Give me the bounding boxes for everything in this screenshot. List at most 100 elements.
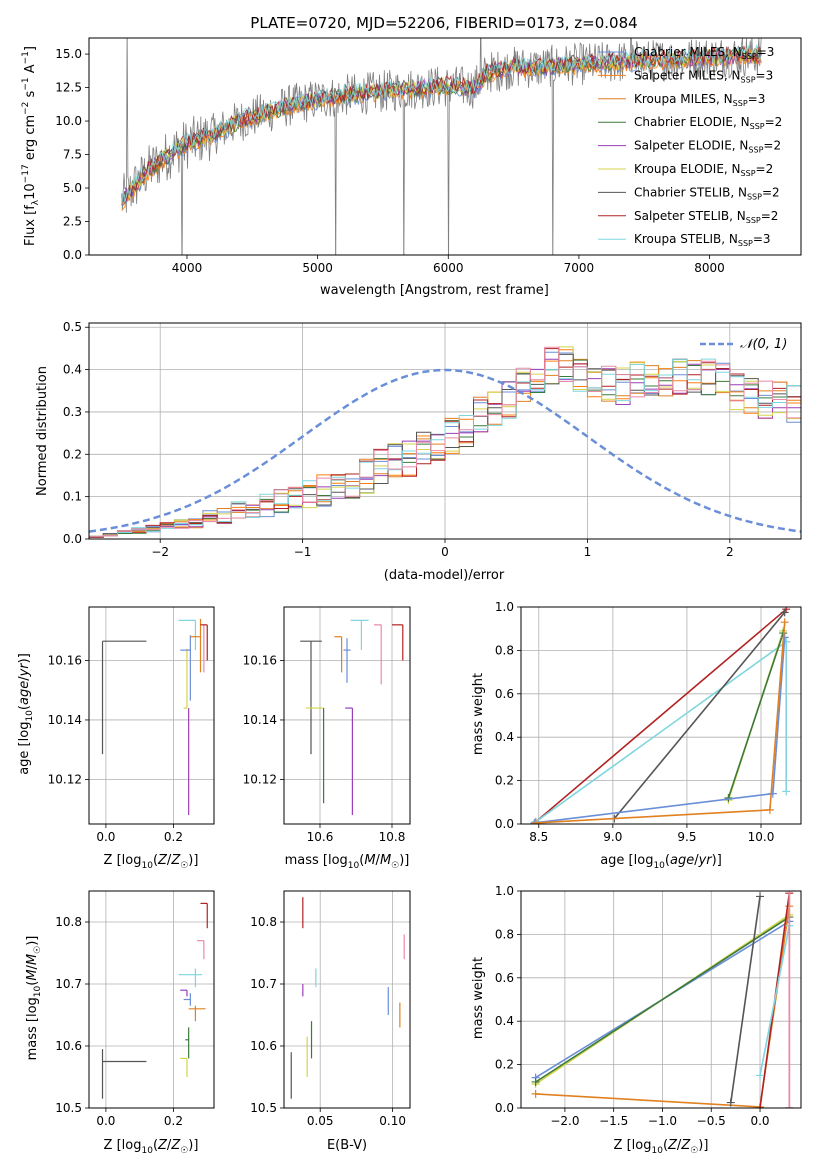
errorbar-point — [343, 638, 351, 683]
mass-weight-line — [535, 640, 788, 823]
mass-weight-line — [730, 896, 761, 1103]
spectrum-ylabel: Flux [fλ10−17 erg cm−2 s−1 A−1] — [21, 46, 41, 246]
x-tick-label: −1.0 — [648, 1114, 677, 1128]
y-tick-label: 7.5 — [63, 148, 82, 162]
plot-content — [284, 891, 410, 1108]
y-tick-label: 0.0 — [495, 817, 514, 831]
errorbar-point — [183, 993, 191, 1006]
y-tick-label: 5.0 — [63, 181, 82, 195]
errorbar-point — [374, 624, 382, 685]
y-tick-label: 10.7 — [55, 977, 82, 991]
model-spectrum-line — [121, 46, 762, 206]
errorbar-point — [392, 624, 404, 661]
errorbar-point — [101, 640, 147, 755]
plot-content — [89, 323, 801, 539]
y-tick-label: 10.5 — [250, 1101, 277, 1115]
mass-weight-marker — [780, 618, 789, 627]
x-tick-label: 6000 — [433, 261, 464, 275]
spectrum-legend: Chabrier MILES, NSSP=3 Salpeter MILES, NS… — [598, 45, 782, 248]
x-tick-label: 5000 — [302, 261, 333, 275]
errorbar-point — [188, 1005, 206, 1022]
spectrum-xlabel: wavelength [Angstrom, rest frame] — [320, 283, 549, 298]
errorbar-point — [185, 1027, 190, 1059]
legend-label: Chabrier MILES, NSSP=3 — [634, 45, 774, 61]
x-tick-label: 10.6 — [307, 830, 334, 844]
x-tick-label: −0.5 — [697, 1114, 726, 1128]
mass-vs-ebv-xlabel: E(B-V) — [327, 1138, 367, 1153]
x-tick-label: 4000 — [172, 261, 203, 275]
legend-label: Kroupa ELODIE, NSSP=2 — [634, 162, 773, 178]
x-tick-label: 0.0 — [750, 1114, 769, 1128]
residual-histogram — [89, 358, 801, 538]
legend-label: Salpeter MILES, NSSP=3 — [634, 68, 773, 84]
errorbar-point — [178, 968, 203, 988]
y-tick-label: 0.6 — [495, 971, 514, 985]
mass-weight-marker — [756, 1104, 765, 1108]
age-vs-mass-xlabel: mass [log10(M/M☉)] — [285, 853, 410, 871]
normal-distribution-curve — [89, 368, 801, 533]
x-tick-label: 0 — [441, 545, 449, 559]
errorbar-point — [334, 636, 343, 673]
y-tick-label: 0.2 — [63, 447, 82, 461]
y-tick-label: 2.5 — [63, 215, 82, 229]
mass-weight-marker — [756, 1071, 765, 1080]
x-tick-label: 8000 — [694, 261, 725, 275]
x-tick-label: 0.2 — [164, 1114, 183, 1128]
residuals-panel: −2 −1 0 1 2 0.0 0.1 0.2 0.3 0.4 0.5 𝒩(0, 1) (data-… — [35, 320, 802, 583]
legend-label: Kroupa MILES, NSSP=3 — [634, 92, 765, 108]
errorbar-point — [197, 939, 205, 960]
age-vs-Z-panel: 0.0 0.2 10.12 10.14 10.16 Z [log10(Z/Z☉)] ag… — [17, 606, 215, 871]
y-tick-label: 10.12 — [48, 772, 82, 786]
errorbar-point — [200, 902, 208, 929]
plot-content — [121, 38, 762, 255]
axes-frame — [88, 606, 215, 825]
x-tick-label: 0.10 — [379, 1114, 406, 1128]
figure-title: PLATE=0720, MJD=52206, FIBERID=0173, z=0… — [250, 14, 637, 32]
x-tick-label: 2 — [726, 545, 734, 559]
axes-frame — [88, 890, 215, 1109]
residual-histogram — [89, 358, 801, 537]
y-tick-label: 0.0 — [63, 532, 82, 546]
weight-vs-age-ylabel: mass weight — [471, 673, 486, 755]
legend-label: Salpeter ELODIE, NSSP=2 — [634, 139, 781, 155]
y-tick-label: 0.8 — [495, 927, 514, 941]
y-tick-label: 1.0 — [495, 600, 514, 614]
y-tick-label: 10.16 — [243, 654, 277, 668]
x-tick-label: 9.0 — [603, 830, 622, 844]
mass-weight-marker — [785, 1104, 794, 1108]
mass-weight-marker — [780, 608, 789, 617]
age-vs-mass-plot-area: 10.6 10.8 10.12 10.14 10.16 — [243, 606, 411, 844]
errorbar-point — [345, 707, 353, 816]
y-tick-label: 0.2 — [495, 774, 514, 788]
axes-frame — [283, 890, 411, 1109]
mass-vs-Z-plot-area: 0.0 0.2 10.5 10.6 10.7 10.8 — [55, 890, 215, 1128]
y-tick-label: 10.6 — [250, 1039, 277, 1053]
plot-content — [284, 607, 410, 824]
y-tick-label: 1.0 — [495, 884, 514, 898]
legend-label: Salpeter STELIB, NSSP=2 — [634, 209, 778, 225]
mass-weight-marker — [780, 633, 789, 642]
y-tick-label: 10.16 — [48, 654, 82, 668]
weight-vs-Z-ylabel: mass weight — [471, 957, 486, 1039]
errorbar-point — [350, 619, 369, 651]
mass-weight-line — [727, 632, 784, 799]
y-tick-label: 0.8 — [495, 643, 514, 657]
plot-content — [521, 891, 801, 1108]
x-tick-label: 0.0 — [96, 1114, 115, 1128]
errorbar-point — [180, 1057, 188, 1077]
y-tick-label: 0.1 — [63, 490, 82, 504]
plot-content — [89, 891, 214, 1108]
residual-histogram — [89, 346, 801, 537]
mass-weight-line — [613, 611, 786, 820]
x-tick-label: 0.2 — [164, 830, 183, 844]
y-tick-label: 0.4 — [495, 730, 514, 744]
mass-vs-ebv-panel: 0.05 0.10 10.5 10.6 10.7 10.8 E(B-V) — [250, 890, 411, 1153]
spectrum-panel: 4000 5000 6000 7000 8000 0.0 2.5 5.0 7.5 10.0 12.5… — [21, 37, 802, 298]
errorbar-point — [180, 635, 191, 701]
plot-content — [89, 607, 214, 824]
weight-vs-Z-xlabel: Z [log10(Z/Z☉)] — [614, 1138, 709, 1156]
weight-vs-Z-plot-area: −2.0 −1.5 −1.0 −0.5 0.0 0.0 0.2 0.4 0.6 0.8 1.0 — [495, 884, 802, 1128]
residuals-ylabel: Normed distribution — [35, 366, 50, 496]
legend-label: Chabrier STELIB, NSSP=2 — [634, 185, 780, 201]
x-tick-label: 8.5 — [529, 830, 548, 844]
